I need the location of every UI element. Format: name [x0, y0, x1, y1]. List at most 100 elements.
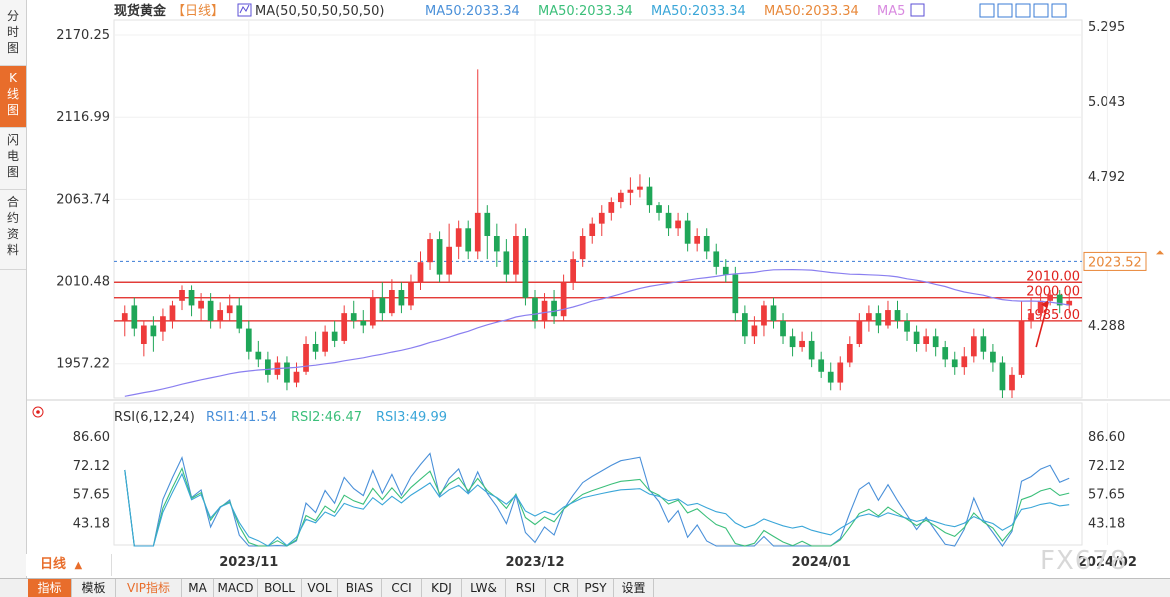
candle-body	[923, 336, 929, 344]
candle-body	[484, 212, 491, 236]
ma-value: MA50:2033.34	[538, 4, 633, 19]
indicator-tab-7[interactable]: BIAS	[338, 579, 382, 597]
candle-body	[837, 362, 844, 383]
ma50-line	[124, 268, 1070, 397]
watermark-logo: FX678	[1040, 546, 1128, 576]
left-tab-3[interactable]: 合约资料	[0, 190, 26, 270]
candle-body	[990, 351, 996, 363]
indicator-tab-3[interactable]: MA	[182, 579, 214, 597]
candle-body	[341, 313, 348, 341]
candle-body	[646, 186, 653, 206]
price-marker-icon	[1156, 250, 1164, 255]
indicator-tab-13[interactable]: PSY	[578, 579, 614, 597]
candle-body	[617, 192, 624, 203]
rsi-value: RSI1:41.54	[206, 410, 277, 425]
indicator-tab-8[interactable]: CCI	[382, 579, 422, 597]
candle-body	[1009, 374, 1015, 391]
candle-body	[875, 313, 882, 326]
rsi-tick-right: 72.12	[1088, 459, 1125, 474]
candle-body	[140, 325, 147, 344]
candle-body	[742, 313, 748, 337]
bar-icon[interactable]	[1033, 3, 1049, 18]
grid-icon[interactable]	[1015, 3, 1031, 18]
settings-icon[interactable]	[1051, 3, 1067, 18]
candle-body	[389, 290, 395, 314]
rsi1-line	[124, 452, 1070, 547]
candle-body	[589, 223, 596, 236]
price-chart[interactable]: 2170.25 2116.99 2063.74 2010.48 1957.22 5.295…	[26, 0, 1170, 578]
candle-body	[493, 236, 500, 252]
rsi-tick-left: 57.65	[73, 488, 110, 503]
crosshair-icon[interactable]	[979, 3, 995, 18]
rsi-plot-frame	[113, 402, 1083, 546]
candle-body	[331, 331, 338, 341]
candle-body	[1028, 313, 1034, 321]
candle-body	[951, 359, 958, 368]
indicator-tab-9[interactable]: KDJ	[422, 579, 462, 597]
ma-value: MA50:2033.34	[425, 4, 520, 19]
indicator-tab-6[interactable]: VOL	[302, 579, 338, 597]
indicator-tab-5[interactable]: BOLL	[258, 579, 302, 597]
left-tab-char: 图	[6, 165, 19, 179]
candle-body	[198, 300, 204, 309]
indicator-tab-4[interactable]: MACD	[214, 579, 258, 597]
candle-body	[980, 336, 987, 352]
ma-chart-glyph	[239, 4, 250, 14]
period-tag: 【日线】	[172, 4, 224, 19]
y-right-tick: 5.043	[1088, 95, 1125, 110]
rsi-settings-icon[interactable]	[32, 406, 44, 418]
period-selector[interactable]: 日线 ▲	[26, 554, 112, 576]
indicator-tab-1[interactable]: 模板	[72, 579, 116, 597]
candle-body	[513, 236, 519, 275]
candle-body	[474, 212, 481, 252]
ma-settings-icon[interactable]	[237, 3, 252, 17]
y-left-tick: 2010.48	[56, 275, 110, 290]
candle-body	[179, 290, 185, 301]
candle-body	[656, 205, 662, 213]
indicator-tab-14[interactable]: 设置	[614, 579, 654, 597]
list-icon[interactable]	[997, 3, 1013, 18]
candle-body	[303, 344, 309, 372]
indicator-tab-12[interactable]: CR	[546, 579, 578, 597]
candle-body	[532, 297, 538, 321]
symbol-title: 现货黄金	[114, 3, 167, 19]
candle-body	[932, 336, 939, 348]
candle-body	[446, 246, 452, 275]
candle-body	[722, 266, 729, 275]
left-tab-char: 约	[6, 211, 19, 225]
left-tab-char: 资	[6, 227, 19, 241]
indicator-tab-10[interactable]: LW&	[462, 579, 506, 597]
candle-body	[579, 236, 586, 260]
rsi-settings-dot	[36, 410, 40, 414]
rsi-tick-left: 86.60	[73, 430, 110, 445]
left-tab-0[interactable]: 分时图	[0, 4, 26, 66]
left-tab-2[interactable]: 闪电图	[0, 128, 26, 190]
candle-body	[265, 359, 271, 375]
indicator-tab-0[interactable]: 指标	[28, 579, 72, 597]
ma-more-icon[interactable]	[910, 3, 925, 17]
candle-body	[551, 300, 557, 317]
candle-body	[427, 239, 433, 263]
candle-body	[455, 228, 462, 247]
candle-body	[846, 344, 853, 363]
indicator-tab-2[interactable]: VIP指标	[116, 579, 182, 597]
candle-body	[732, 274, 739, 314]
x-axis-label: 2023/12	[505, 555, 564, 570]
candle-body	[245, 328, 252, 352]
candle-body	[675, 220, 681, 229]
candle-body	[789, 336, 796, 348]
left-tab-char: 线	[6, 87, 19, 101]
candle-body	[236, 305, 243, 329]
rsi-tick-left: 43.18	[73, 517, 110, 532]
candle-body	[312, 344, 319, 352]
candle-body	[665, 212, 672, 229]
ma-value: MA50:2033.34	[764, 4, 859, 19]
y-left-tick: 2170.25	[56, 28, 110, 43]
indicator-tab-11[interactable]: RSI	[506, 579, 546, 597]
candle-body	[226, 305, 233, 314]
rsi-tick-right: 86.60	[1088, 430, 1125, 445]
rsi-tick-left: 72.12	[73, 459, 110, 474]
candle-body	[942, 347, 949, 360]
candle-body	[1047, 294, 1054, 301]
